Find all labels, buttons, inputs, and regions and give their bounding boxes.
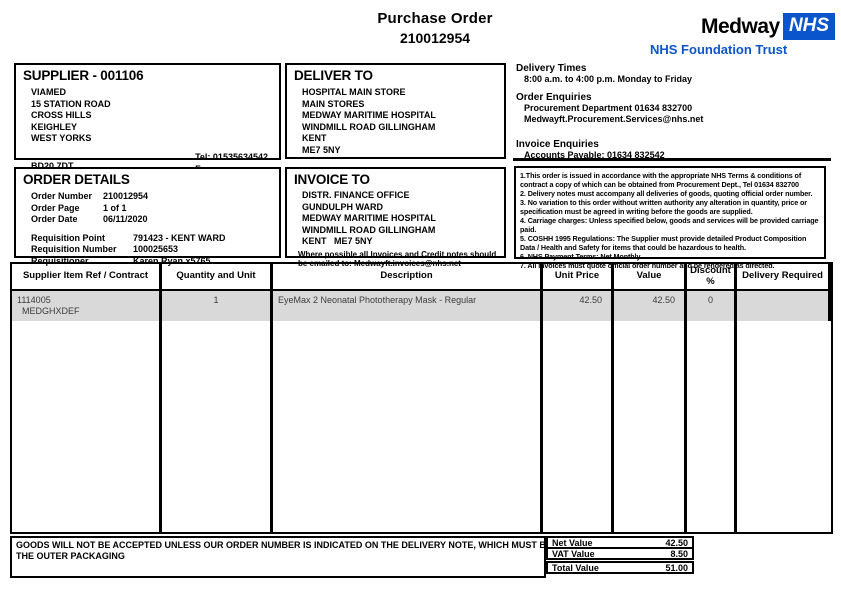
order-number-value: 210012954 [103, 191, 149, 201]
col-header-discount: Discount % [687, 264, 737, 291]
invoice-address-line: DISTR. FINANCE OFFICE [302, 190, 410, 200]
vat-value-row: VAT Value 8.50 [546, 547, 694, 560]
order-details-title: ORDER DETAILS [23, 172, 130, 187]
table-filler-cell [273, 321, 543, 532]
table-filler-cell [687, 321, 737, 532]
medway-logo-text: Medway [701, 15, 780, 38]
goods-notice-line: THE OUTER PACKAGING [16, 551, 125, 561]
deliver-address-line: HOSPITAL MAIN STORE [302, 87, 406, 97]
table-filler-cell [12, 321, 162, 532]
total-value-amount: 51.00 [665, 563, 688, 573]
col-header-supplier-item-ref: Supplier Item Ref / Contract [12, 264, 162, 291]
page-title: Purchase Order [377, 10, 493, 27]
supplier-tel: Tel: 01535634542 [195, 151, 268, 162]
terms-line: 6. NHS Payment Terms: Net Monthly [520, 252, 641, 261]
nhs-logo: NHS [783, 13, 835, 40]
delivery-times-title: Delivery Times [516, 63, 587, 74]
document-title-block: Purchase Order 210012954 [280, 10, 590, 46]
col-header-delivery-required: Delivery Required [737, 264, 831, 291]
supplier-address-line: CROSS HILLS [31, 110, 92, 120]
requisition-point-label: Requisition Point [31, 232, 105, 243]
deliver-address-line: KENT [302, 133, 327, 143]
col-header-quantity-unit: Quantity and Unit [162, 264, 273, 291]
total-value-row: Total Value 51.00 [546, 561, 694, 574]
col-header-unit-price: Unit Price [543, 264, 614, 291]
nhs-foundation-trust-label: NHS Foundation Trust [650, 42, 788, 57]
cell-quantity: 1 [162, 291, 273, 321]
invoice-address-line: WINDMILL ROAD GILLINGHAM [302, 224, 436, 235]
order-number-heading: 210012954 [399, 30, 471, 46]
order-number-label: Order Number [31, 191, 93, 201]
item-contract: MEDGHXDEF [22, 306, 80, 316]
deliver-address-line: ME7 5NY [302, 144, 341, 155]
col-header-description: Description [273, 264, 543, 291]
order-enquiries-title: Order Enquiries [516, 92, 592, 103]
supplier-title: SUPPLIER - 001106 [23, 68, 144, 83]
terms-line: 3. No variation to this order without wr… [520, 198, 807, 216]
invoice-to-box: INVOICE TO DISTR. FINANCE OFFICE GUNDULP… [285, 167, 506, 268]
total-value-label: Total Value [552, 563, 599, 573]
terms-and-conditions-box: 1.This order is issued in accordance wit… [514, 166, 826, 270]
net-value-label: Net Value [552, 538, 593, 548]
deliver-address-line: MEDWAY MARITIME HOSPITAL [302, 110, 436, 120]
table-filler-cell [614, 321, 687, 532]
col-header-value: Value [614, 264, 687, 291]
invoice-enquiries-phone: Accounts Payable: 01634 832542 [524, 150, 665, 160]
supplier-address-line: 15 STATION ROAD [31, 98, 111, 109]
invoice-address-line: MEDWAY MARITIME HOSPITAL [302, 213, 436, 223]
deliver-address-line: MAIN STORES [302, 98, 365, 109]
table-filler-cell [737, 321, 831, 532]
supplier-address-line: VIAMED [31, 87, 67, 97]
goods-acceptance-notice: GOODS WILL NOT BE ACCEPTED UNLESS OUR OR… [10, 536, 546, 578]
requisition-number-value: 100025653 [133, 244, 179, 254]
invoice-to-title: INVOICE TO [294, 172, 370, 187]
vat-value-label: VAT Value [552, 549, 595, 559]
order-details-box: ORDER DETAILS Order Number 210012954 Orde… [14, 167, 281, 266]
cell-description: EyeMax 2 Neonatal Phototherapy Mask - Re… [273, 291, 543, 321]
line-items-table: Supplier Item Ref / Contract Quantity an… [10, 262, 833, 534]
supplier-box: SUPPLIER - 001106 VIAMED 15 STATION ROAD… [14, 63, 281, 174]
supplier-postcode: BD20 7DT [31, 160, 74, 171]
cell-unit-price: 42.50 [543, 291, 614, 321]
supplier-address-line: KEIGHLEY [31, 121, 78, 132]
item-ref: 1114005 [17, 295, 51, 305]
terms-line: 7. All invoices must quote official orde… [520, 261, 775, 270]
requisitioner-label: Requisitioner [31, 255, 89, 266]
cell-value: 42.50 [614, 291, 687, 321]
net-value-amount: 42.50 [665, 538, 688, 548]
order-enquiries-email: Medwayft.Procurement.Services@nhs.net [524, 114, 704, 124]
delivery-times-value: 8:00 a.m. to 4:00 p.m. Monday to Friday [524, 74, 693, 84]
requisition-point-value: 791423 - KENT WARD [133, 232, 226, 243]
terms-line: 1.This order is issued in accordance wit… [520, 171, 802, 189]
invoice-address-line: KENT ME7 5NY [302, 236, 373, 246]
cell-discount: 0 [687, 291, 737, 321]
contact-info-column: Delivery Times 8:00 a.m. to 4:00 p.m. Mo… [516, 63, 826, 161]
table-filler-cell [162, 321, 273, 532]
supplier-address-line: WEST YORKS [31, 133, 92, 143]
terms-line: 2. Delivery notes must accompany all del… [520, 189, 813, 198]
order-page-value: 1 of 1 [103, 202, 127, 213]
deliver-to-box: DELIVER TO HOSPITAL MAIN STORE MAIN STOR… [285, 63, 506, 159]
terms-line: 5. COSHH 1995 Regulations: The Supplier … [520, 234, 807, 252]
terms-line: 4. Carriage charges: Unless specified be… [520, 216, 819, 234]
order-page-label: Order Page [31, 202, 80, 213]
cell-supplier-item-ref: 1114005 MEDGHXDEF [12, 291, 162, 321]
requisition-number-label: Requisition Number [31, 244, 117, 254]
horizontal-divider [513, 158, 831, 161]
invoice-address-line: GUNDULPH WARD [302, 201, 383, 212]
table-filler-cell [543, 321, 614, 532]
requisitioner-value: Karen Ryan x5765 [133, 255, 211, 266]
order-date-value: 06/11/2020 [103, 214, 148, 224]
deliver-to-title: DELIVER TO [294, 68, 373, 83]
deliver-address-line: WINDMILL ROAD GILLINGHAM [302, 121, 436, 132]
goods-notice-line: GOODS WILL NOT BE ACCEPTED UNLESS OUR OR… [16, 540, 546, 550]
invoice-enquiries-title: Invoice Enquiries [516, 139, 599, 150]
order-date-label: Order Date [31, 214, 78, 224]
order-enquiries-phone: Procurement Department 01634 832700 [524, 103, 693, 113]
vat-value-amount: 8.50 [670, 549, 688, 559]
cell-delivery-required [737, 291, 831, 321]
totals-box: Net Value 42.50 VAT Value 8.50 Total Val… [546, 536, 694, 574]
